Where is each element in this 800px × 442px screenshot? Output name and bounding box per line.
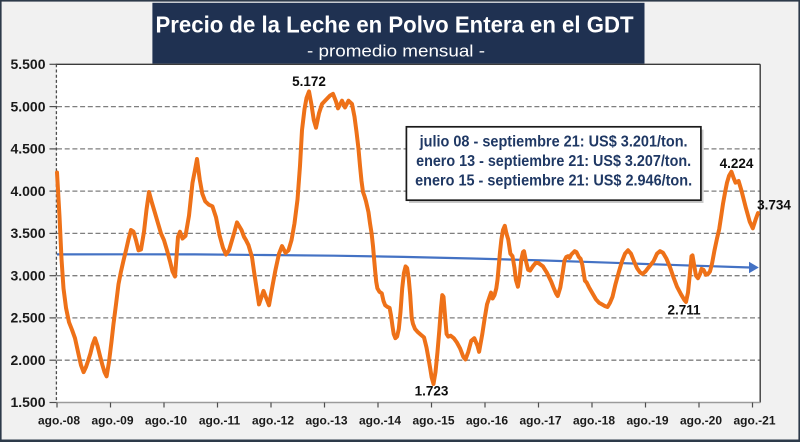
svg-text:4.000: 4.000 xyxy=(10,183,45,199)
svg-text:ago.-11: ago.-11 xyxy=(199,414,241,428)
svg-text:enero 15 - septiembre 21: US$: enero 15 - septiembre 21: US$ 2.946/ton. xyxy=(415,172,692,189)
svg-text:ago.-15: ago.-15 xyxy=(412,414,454,428)
svg-text:2.711: 2.711 xyxy=(667,303,701,318)
svg-text:ago.-17: ago.-17 xyxy=(519,414,561,428)
svg-text:ago.-20: ago.-20 xyxy=(680,414,722,428)
svg-text:Precio de la Leche en Polvo En: Precio de la Leche en Polvo Entera en el… xyxy=(156,12,634,38)
svg-text:4.500: 4.500 xyxy=(10,141,45,157)
svg-text:2.000: 2.000 xyxy=(10,352,45,368)
svg-text:ago.-08: ago.-08 xyxy=(38,414,80,428)
svg-text:ago.-21: ago.-21 xyxy=(733,414,775,428)
svg-text:3.000: 3.000 xyxy=(10,267,45,283)
svg-text:ago.-13: ago.-13 xyxy=(305,414,347,428)
svg-text:2.500: 2.500 xyxy=(10,310,45,326)
svg-text:1.500: 1.500 xyxy=(10,394,45,410)
svg-text:enero 13 - septiembre 21: US$: enero 13 - septiembre 21: US$ 3.207/ton. xyxy=(416,153,691,170)
svg-text:- promedio mensual -: - promedio mensual - xyxy=(307,43,485,61)
svg-text:ago.-10: ago.-10 xyxy=(145,414,187,428)
svg-text:ago.-19: ago.-19 xyxy=(626,414,668,428)
svg-text:5.172: 5.172 xyxy=(292,74,326,89)
svg-text:3.734: 3.734 xyxy=(757,197,791,212)
svg-text:5.000: 5.000 xyxy=(10,98,45,114)
svg-text:ago.-16: ago.-16 xyxy=(466,414,508,428)
svg-text:5.500: 5.500 xyxy=(10,56,45,72)
svg-text:ago.-09: ago.-09 xyxy=(91,414,133,428)
svg-text:ago.-12: ago.-12 xyxy=(252,414,294,428)
svg-text:4.224: 4.224 xyxy=(720,156,754,171)
svg-text:julio 08 - septiembre 21: US$: julio 08 - septiembre 21: US$ 3.201/ton. xyxy=(419,133,688,150)
svg-text:ago.-18: ago.-18 xyxy=(573,414,615,428)
svg-text:3.500: 3.500 xyxy=(10,225,45,241)
svg-text:ago.-14: ago.-14 xyxy=(359,414,401,428)
svg-text:1.723: 1.723 xyxy=(415,384,449,399)
